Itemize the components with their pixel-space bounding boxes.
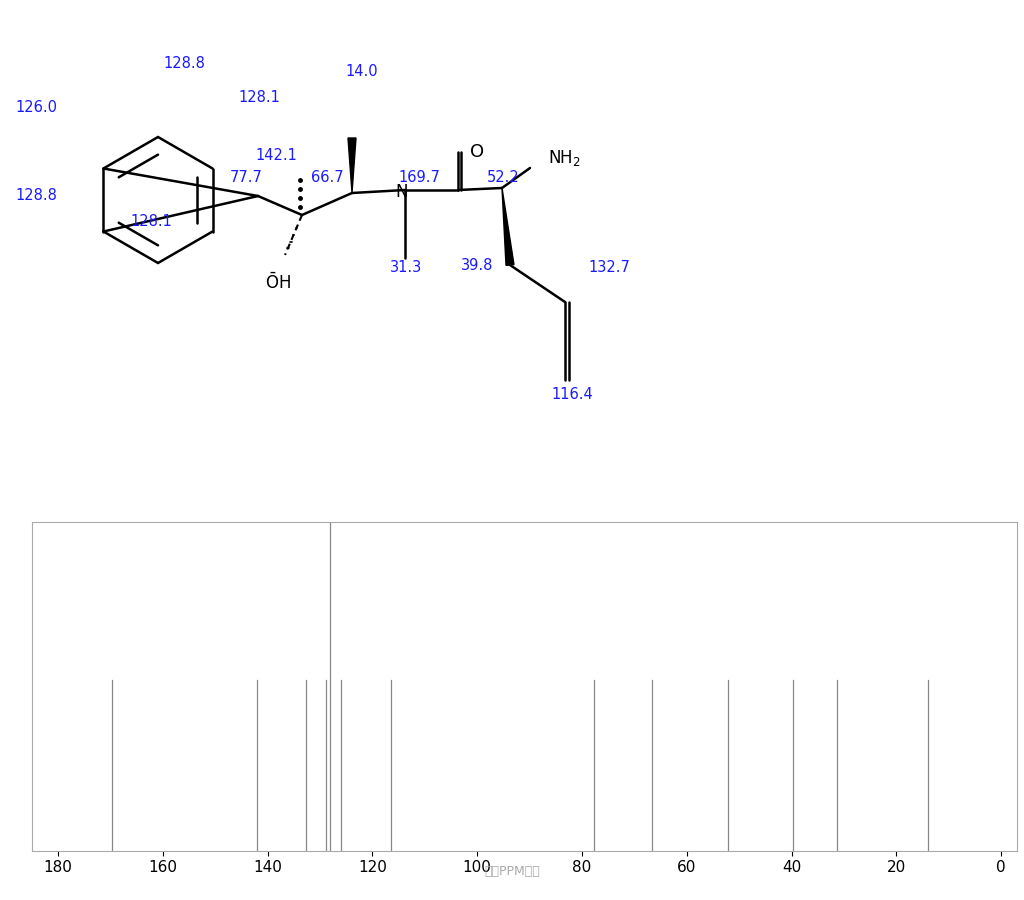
Text: 126.0: 126.0 bbox=[15, 101, 57, 115]
Text: 116.4: 116.4 bbox=[551, 387, 593, 402]
Text: 31.3: 31.3 bbox=[390, 259, 422, 274]
Text: $\bar{\rm O}$H: $\bar{\rm O}$H bbox=[265, 273, 291, 293]
Text: 128.1: 128.1 bbox=[238, 89, 280, 104]
Text: 132.7: 132.7 bbox=[588, 260, 630, 275]
Text: 142.1: 142.1 bbox=[255, 148, 297, 164]
Text: 128.1: 128.1 bbox=[130, 214, 172, 230]
Text: 52.2: 52.2 bbox=[487, 170, 520, 185]
Text: O: O bbox=[470, 143, 484, 161]
Text: 128.8: 128.8 bbox=[15, 188, 57, 203]
Text: 14.0: 14.0 bbox=[345, 65, 378, 79]
Text: 66.7: 66.7 bbox=[311, 170, 344, 185]
Text: 盖德PPM汇网: 盖德PPM汇网 bbox=[484, 865, 540, 878]
Text: 77.7: 77.7 bbox=[230, 170, 263, 185]
Polygon shape bbox=[502, 188, 514, 266]
Text: 39.8: 39.8 bbox=[461, 257, 493, 273]
Polygon shape bbox=[348, 138, 356, 193]
Text: 128.8: 128.8 bbox=[163, 56, 205, 70]
Text: N: N bbox=[395, 183, 409, 201]
Text: NH$_2$: NH$_2$ bbox=[548, 148, 581, 168]
Text: 169.7: 169.7 bbox=[398, 170, 440, 185]
